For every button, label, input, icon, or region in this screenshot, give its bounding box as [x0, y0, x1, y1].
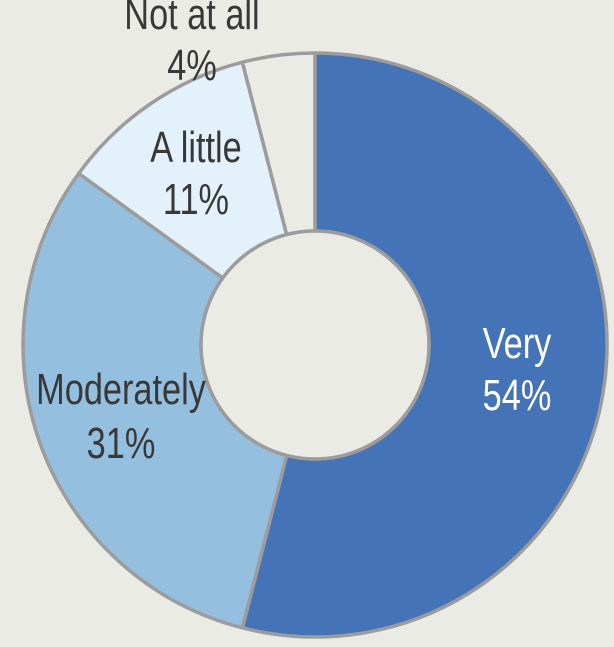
value-label-very: 54%: [483, 371, 552, 420]
label-a-little: A little: [150, 123, 242, 172]
value-label-not-at-all: 4%: [167, 41, 217, 90]
label-moderately: Moderately: [36, 365, 206, 414]
label-not-at-all: Not at all: [124, 0, 259, 39]
label-very: Very: [483, 319, 552, 368]
value-label-a-little: 11%: [163, 175, 229, 224]
donut-hole: [199, 229, 431, 461]
slices: [21, 51, 609, 639]
value-label-moderately: 31%: [87, 419, 156, 468]
